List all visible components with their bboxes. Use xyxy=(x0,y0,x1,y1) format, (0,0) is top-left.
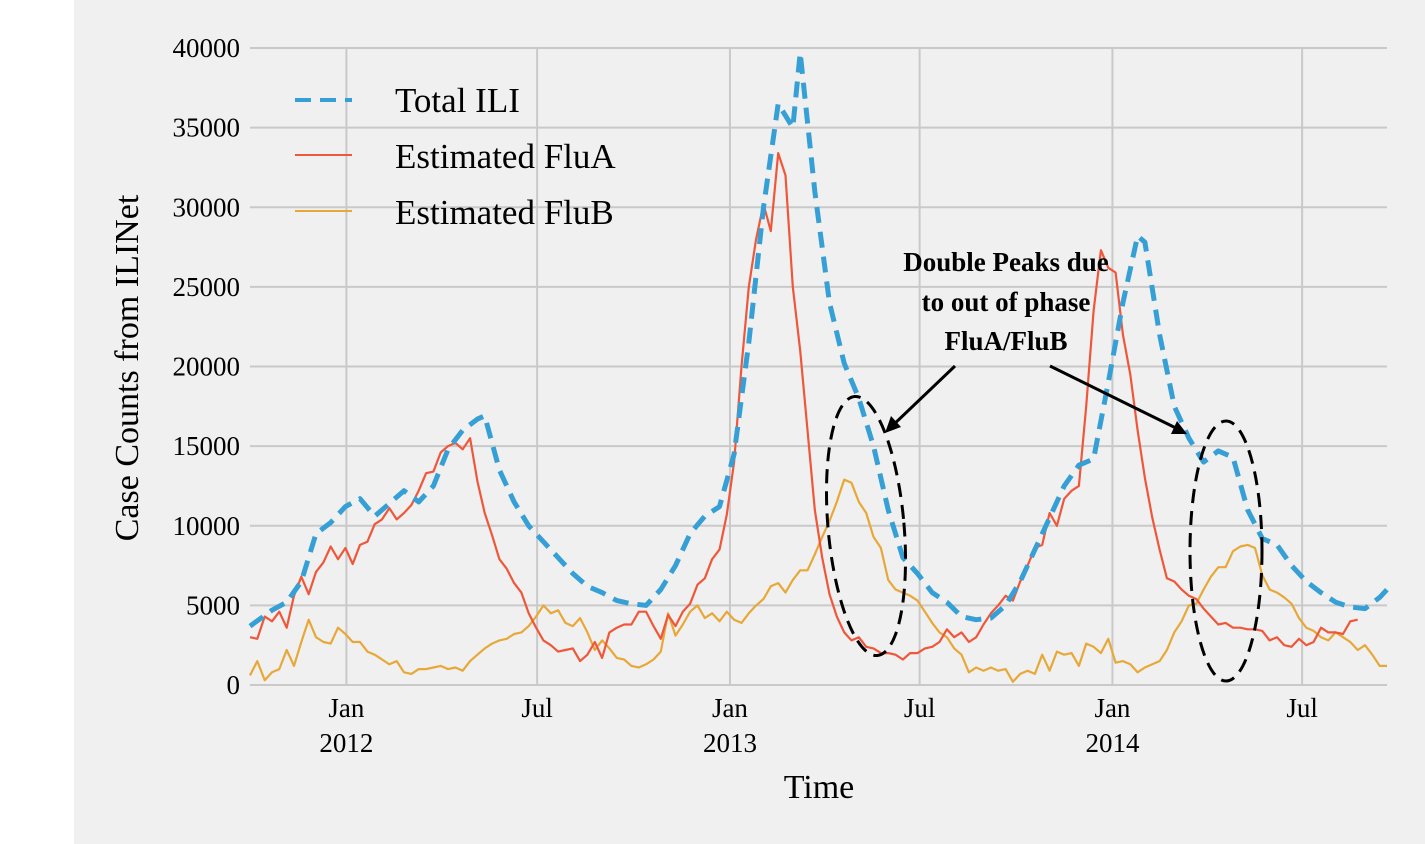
x-tick-label: Jan xyxy=(328,693,364,723)
annotation-arrow-right-head xyxy=(1171,421,1187,434)
x-tick-label: Jul xyxy=(521,693,553,723)
x-tick-year-label: 2012 xyxy=(319,728,373,758)
y-tick-label: 40000 xyxy=(173,33,241,63)
x-tick-year-label: 2014 xyxy=(1085,728,1140,758)
y-tick-labels: 0 5000 10000 15000 20000 25000 30000 35000 40000 xyxy=(173,33,241,700)
legend: Total ILI Estimated FluA Estimated FluB xyxy=(295,81,616,232)
grid xyxy=(250,47,1387,686)
legend-label-flua: Estimated FluA xyxy=(395,137,616,176)
x-tick-label: Jan xyxy=(712,693,748,723)
x-tick-labels: Jan 2012 Jul Jan 2013 Jul Jan 2014 Jul xyxy=(319,693,1317,758)
y-tick-label: 20000 xyxy=(173,352,241,382)
y-tick-label: 35000 xyxy=(173,113,241,143)
x-axis-label: Time xyxy=(784,769,855,806)
x-tick-label: Jul xyxy=(1286,693,1318,723)
annotation-line-3: FluA/FluB xyxy=(944,326,1067,356)
annotation-arrow-left-head xyxy=(885,416,901,433)
y-tick-label: 30000 xyxy=(173,192,241,222)
legend-label-flub: Estimated FluB xyxy=(395,193,614,232)
x-tick-label: Jul xyxy=(904,693,936,723)
x-tick-label: Jan xyxy=(1094,693,1130,723)
y-tick-label: 15000 xyxy=(173,431,241,461)
y-tick-label: 25000 xyxy=(173,272,241,302)
annotation-line-1: Double Peaks due xyxy=(903,247,1109,277)
annotation-line-2: to out of phase xyxy=(922,287,1091,317)
y-tick-label: 0 xyxy=(227,670,241,700)
y-tick-label: 10000 xyxy=(173,511,241,541)
annotation-arrow-left xyxy=(888,364,957,430)
y-tick-label: 5000 xyxy=(186,590,240,620)
annotation-arrow-right xyxy=(1049,364,1181,432)
legend-label-total-ili: Total ILI xyxy=(395,81,520,120)
x-tick-year-label: 2013 xyxy=(703,728,757,758)
figure-background xyxy=(74,0,1425,844)
y-axis-label: Case Counts from ILINet xyxy=(109,194,146,541)
peak-ellipse-2014 xyxy=(1188,419,1264,683)
peak-ellipse-2013 xyxy=(824,394,908,658)
series-estimated-flua xyxy=(249,152,1358,663)
double-peaks-annotation: Double Peaks due to out of phase FluA/Fl… xyxy=(824,247,1264,683)
